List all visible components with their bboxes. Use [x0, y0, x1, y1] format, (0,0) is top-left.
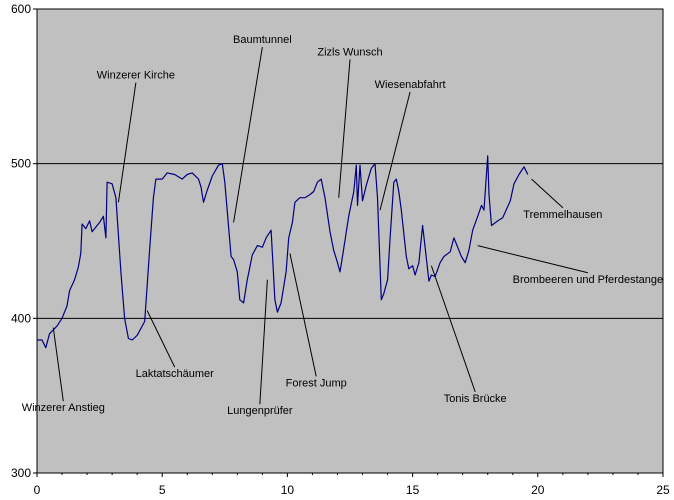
annotation-label: Tremmelhausen — [523, 209, 602, 221]
annotation-leader — [117, 82, 137, 203]
x-tick-label: 15 — [406, 483, 420, 497]
y-tick-label: 600 — [11, 2, 31, 16]
x-tick-label: 5 — [159, 483, 166, 497]
annotation-leader — [531, 178, 564, 209]
annotation-labels: Winzerer Anstieg Winzerer Kirche Laktatsch… — [22, 34, 663, 417]
annotation-leader — [259, 279, 268, 405]
series-line — [37, 155, 529, 349]
annotation-label: Forest Jump — [286, 377, 347, 389]
x-tick-label: 0 — [34, 483, 41, 497]
x-tick-label: 10 — [281, 483, 295, 497]
data-series — [37, 155, 529, 349]
annotation-leader — [146, 310, 176, 368]
annotation-label: Lungenprüfer — [227, 405, 293, 417]
axes — [33, 8, 664, 477]
annotation-leaders — [52, 46, 588, 405]
plot-area — [36, 8, 664, 474]
tick-labels: 300 400 500 600 0 5 10 15 20 25 — [11, 2, 670, 497]
annotation-label: Brombeeren und Pferdestange — [513, 274, 663, 286]
x-tick-label: 25 — [656, 483, 670, 497]
annotation-leader — [477, 245, 588, 274]
annotation-leader — [379, 91, 411, 211]
annotation-leader — [430, 265, 476, 393]
annotation-label: Zizls Wunsch — [317, 46, 382, 58]
x-tick-label: 20 — [531, 483, 545, 497]
y-tick-label: 300 — [11, 466, 31, 480]
annotation-label: Baumtunnel — [233, 34, 292, 46]
y-tick-label: 500 — [11, 157, 31, 171]
annotation-leader — [233, 46, 263, 223]
annotation-label: Winzerer Kirche — [97, 70, 175, 82]
annotation-leader — [338, 59, 351, 198]
annotation-leader — [52, 327, 64, 402]
annotation-leader — [289, 253, 317, 377]
annotation-label: Wiesenabfahrt — [375, 79, 446, 91]
annotation-label: Laktatschäumer — [136, 368, 215, 380]
annotation-label: Winzerer Anstieg — [22, 402, 105, 414]
gridlines — [37, 163, 663, 319]
annotation-label: Tonis Brücke — [444, 393, 507, 405]
y-tick-label: 400 — [11, 311, 31, 325]
